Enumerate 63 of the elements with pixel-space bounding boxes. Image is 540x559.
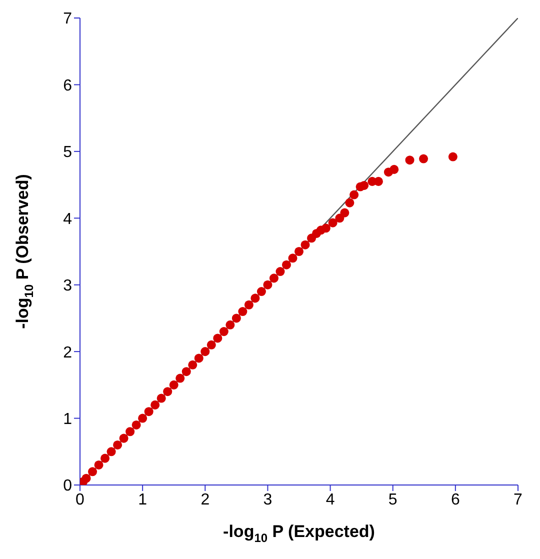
y-tick-label: 0: [63, 478, 72, 495]
y-tick-label: 2: [63, 344, 72, 362]
y-tick-label: 3: [63, 278, 72, 295]
y-tick-label: 4: [63, 210, 72, 228]
x-tick-label: 6: [450, 491, 460, 508]
point: [194, 354, 204, 363]
point: [276, 267, 285, 276]
point: [419, 154, 428, 164]
point: [226, 320, 235, 330]
point: [188, 360, 198, 370]
point: [213, 334, 222, 343]
x-tick-label: 2: [200, 491, 210, 508]
point: [106, 447, 116, 456]
point: [294, 246, 304, 256]
point: [390, 164, 399, 174]
point: [163, 387, 172, 396]
point: [119, 434, 128, 443]
point: [288, 254, 298, 263]
point: [321, 224, 330, 233]
y-tick-label: 1: [63, 410, 72, 428]
y-tick-label: 5: [63, 144, 72, 162]
x-tick-label: 1: [138, 491, 148, 508]
point: [244, 300, 254, 310]
x-tick-label: 5: [388, 491, 398, 508]
point: [82, 474, 91, 483]
point: [360, 180, 369, 190]
point: [150, 400, 160, 410]
point: [94, 460, 104, 470]
point: [113, 440, 122, 450]
point: [263, 280, 272, 290]
point: [156, 394, 166, 403]
point: [256, 287, 266, 296]
point: [169, 380, 178, 390]
point: [200, 347, 210, 356]
point: [238, 307, 248, 316]
point: [132, 420, 141, 430]
point: [328, 218, 338, 228]
point: [448, 152, 458, 162]
point: [219, 327, 228, 336]
x-tick-label: 7: [514, 491, 523, 508]
point: [182, 367, 191, 376]
point: [269, 274, 278, 283]
point: [138, 414, 148, 423]
y-tick-label: 6: [63, 77, 72, 94]
point: [350, 190, 359, 200]
y-tick-label: 7: [63, 10, 72, 28]
x-tick-label: 3: [263, 491, 272, 508]
point: [100, 454, 110, 463]
point: [405, 156, 414, 165]
x-tick-label: 4: [326, 491, 335, 508]
point: [345, 198, 354, 208]
point: [144, 407, 154, 416]
point: [126, 427, 135, 436]
point: [206, 340, 216, 350]
point: [88, 467, 98, 476]
point: [250, 294, 260, 303]
point: [340, 208, 350, 218]
point: [176, 374, 185, 383]
x-axis-title: -log$_{10}$ P (Expected): [223, 522, 375, 545]
x-tick-label: 0: [76, 491, 85, 508]
point: [300, 240, 310, 250]
point: [232, 314, 241, 323]
point: [282, 260, 291, 270]
